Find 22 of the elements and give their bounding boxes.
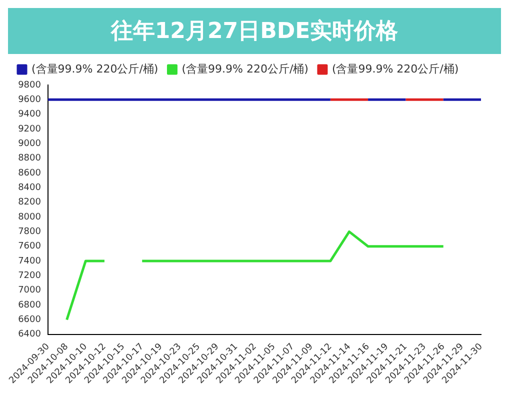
y-tick-label: 6400 <box>18 330 42 340</box>
y-tick-label: 6600 <box>18 315 42 326</box>
y-tick-label: 8600 <box>18 168 42 178</box>
y-tick-label: 8000 <box>18 212 42 222</box>
y-tick-label: 7000 <box>18 286 42 296</box>
y-tick-label: 8200 <box>18 198 42 208</box>
y-tick-label: 7200 <box>18 271 42 282</box>
legend-label: (含量99.9% 220公斤/桶) <box>182 62 308 76</box>
y-tick-label: 7400 <box>18 256 42 266</box>
y-tick-label: 7600 <box>18 242 42 252</box>
chart-title: 往年12月27日BDE实时价格 <box>8 8 501 54</box>
y-tick-label: 9800 <box>18 80 42 90</box>
legend-label: (含量99.9% 220公斤/桶) <box>32 62 158 76</box>
y-tick-label: 8800 <box>18 154 42 164</box>
y-tick-label: 6800 <box>18 300 42 310</box>
y-tick-label: 9200 <box>18 124 42 134</box>
legend-label: (含量99.9% 220公斤/桶) <box>332 62 459 76</box>
y-tick-label: 8400 <box>18 183 42 194</box>
y-tick-label: 7800 <box>18 227 42 238</box>
y-tick-label: 9000 <box>18 139 42 150</box>
y-tick-label: 9600 <box>18 95 42 106</box>
y-tick-label: 9400 <box>18 110 42 120</box>
